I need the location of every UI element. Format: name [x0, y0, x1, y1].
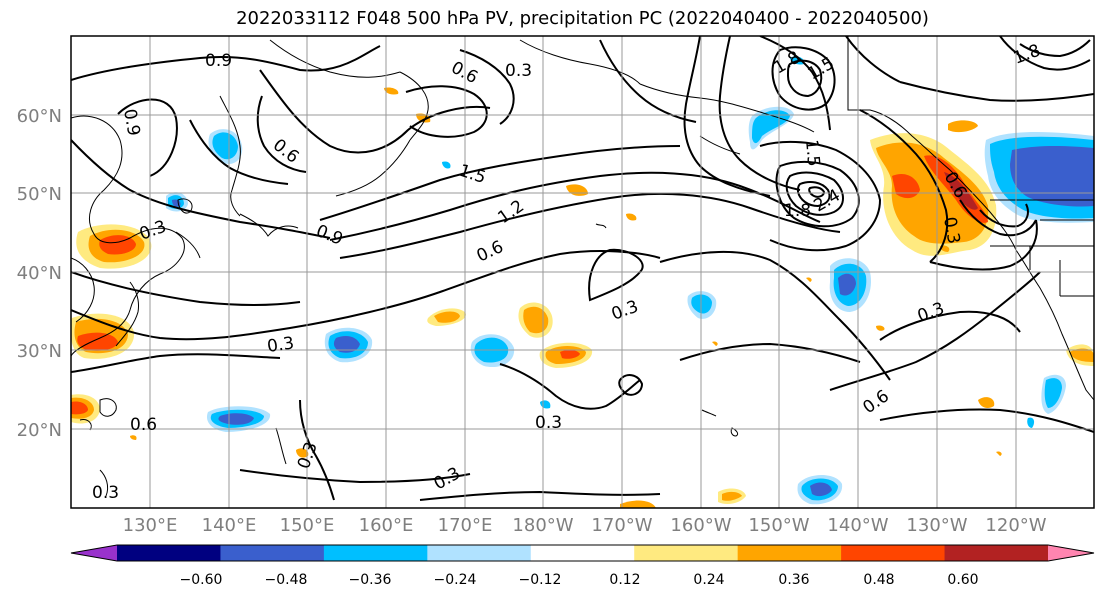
lon-label: 150°E: [280, 515, 335, 536]
colorbar-cell: [323, 545, 428, 561]
lat-label: 40°N: [17, 263, 62, 284]
lon-label: 180°W: [512, 515, 573, 536]
contour-label: 0.3: [92, 483, 119, 503]
colorbar-extend-max: [1048, 545, 1094, 561]
lon-label: 120°W: [985, 515, 1046, 536]
lat-label: 60°N: [17, 106, 62, 127]
lon-label: 160°E: [359, 515, 414, 536]
lon-label: 170°W: [591, 515, 652, 536]
longitude-labels: 130°E 140°E 150°E 160°E 170°E 180°W 170°…: [123, 515, 1047, 536]
lon-label: 140°E: [202, 515, 257, 536]
contour-label: 0.9: [119, 107, 143, 137]
colorbar-cell: [634, 545, 739, 561]
colorbar-tick-label: −0.60: [180, 572, 223, 588]
colorbar-cell: [530, 545, 635, 561]
colorbar-extend-min: [71, 545, 117, 561]
colorbar-cells: [117, 545, 1049, 561]
colorbar-cell: [841, 545, 946, 561]
pv-contours: [71, 36, 1094, 501]
colorbar-tick-label: 0.48: [863, 572, 894, 588]
lon-label: 130°E: [123, 515, 178, 536]
colorbar-tick-label: −0.24: [434, 572, 477, 588]
contour-label: 1.5: [801, 139, 823, 168]
lat-label: 50°N: [17, 184, 62, 205]
colorbar-tick-label: −0.48: [265, 572, 308, 588]
map-title: 2022033112 F048 500 hPa PV, precipitatio…: [236, 8, 929, 29]
colorbar-cell: [944, 545, 1049, 561]
latitude-labels: 60°N 50°N 40°N 30°N 20°N: [17, 106, 62, 441]
lat-label: 20°N: [17, 420, 62, 441]
colorbar-cell: [220, 545, 325, 561]
lon-label: 130°W: [906, 515, 967, 536]
colorbar-tick-label: 0.24: [693, 572, 724, 588]
colorbar-tick-labels: −0.60 −0.48 −0.36 −0.24 −0.12 0.12 0.24 …: [180, 572, 979, 588]
colorbar-cell: [117, 545, 221, 561]
coastlines: [71, 36, 1094, 497]
gridlines: [71, 36, 1094, 508]
contour-label: 0.3: [535, 413, 562, 433]
contour-label: 0.3: [939, 215, 963, 245]
contour-label: 0.3: [266, 333, 296, 357]
colorbar: −0.60 −0.48 −0.36 −0.24 −0.12 0.12 0.24 …: [70, 544, 1095, 588]
colorbar-cell: [737, 545, 842, 561]
colorbar-cell: [427, 545, 532, 561]
lat-label: 30°N: [17, 341, 62, 362]
lon-label: 150°W: [748, 515, 809, 536]
colorbar-tick-label: 0.60: [947, 572, 978, 588]
contour-label: 0.3: [505, 61, 532, 81]
lon-label: 170°E: [438, 515, 493, 536]
colorbar-tick-label: 0.36: [778, 572, 809, 588]
contour-label: 0.6: [130, 415, 157, 435]
contour-label: 0.9: [205, 51, 232, 71]
colorbar-tick-label: 0.12: [609, 572, 640, 588]
contour-label: 1.8: [784, 201, 811, 221]
lon-label: 140°W: [827, 515, 888, 536]
lon-label: 160°W: [670, 515, 731, 536]
colorbar-outline: [70, 544, 1095, 562]
colorbar-tick-label: −0.12: [519, 572, 562, 588]
map-frame: [70, 35, 1095, 509]
colorbar-tick-label: −0.36: [349, 572, 392, 588]
